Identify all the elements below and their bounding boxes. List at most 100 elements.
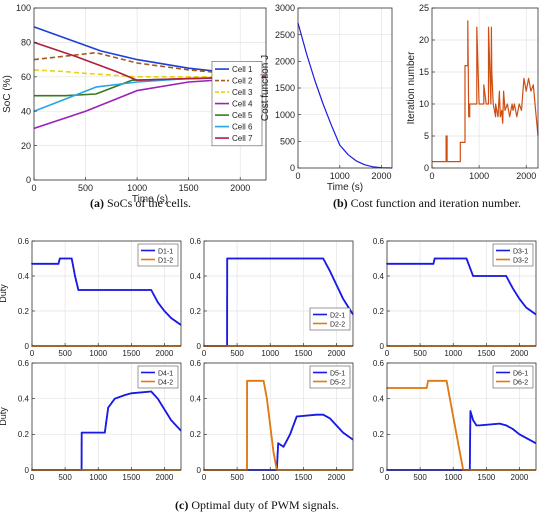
data-point bbox=[326, 265, 329, 268]
data-point bbox=[432, 262, 435, 265]
y-tick-label: 1500 bbox=[275, 83, 295, 93]
axes-frame bbox=[203, 240, 354, 347]
data-point bbox=[288, 435, 290, 438]
y-tick-label: 0.2 bbox=[18, 430, 30, 439]
data-point bbox=[283, 443, 286, 446]
data-point bbox=[268, 415, 270, 418]
data-point bbox=[246, 442, 249, 445]
data-point bbox=[101, 289, 104, 291]
data-point bbox=[470, 412, 472, 415]
data-point bbox=[226, 293, 229, 296]
data-point bbox=[509, 426, 512, 429]
data-point bbox=[469, 444, 471, 446]
data-point bbox=[84, 289, 86, 291]
data-point bbox=[276, 462, 279, 465]
data-point bbox=[500, 423, 503, 426]
y-tick-label: 0.4 bbox=[190, 394, 202, 403]
data-point bbox=[459, 453, 462, 456]
data-point bbox=[72, 268, 75, 271]
data-point bbox=[176, 426, 179, 429]
data-point bbox=[86, 289, 89, 291]
data-point bbox=[58, 260, 61, 262]
data-point bbox=[326, 416, 329, 418]
data-point bbox=[166, 412, 169, 415]
data-point bbox=[233, 257, 235, 260]
y-tick-label: 0 bbox=[290, 163, 295, 173]
data-point bbox=[403, 262, 406, 265]
axes-frame bbox=[386, 240, 537, 347]
data-point bbox=[341, 295, 343, 298]
y-tick-label: 20 bbox=[21, 141, 31, 151]
data-point bbox=[503, 423, 505, 426]
data-point bbox=[112, 289, 115, 291]
data-point bbox=[295, 417, 297, 420]
series-line-iter-0 bbox=[432, 20, 539, 163]
data-point bbox=[246, 453, 249, 456]
data-point bbox=[287, 437, 289, 440]
data-point bbox=[451, 257, 454, 260]
data-point bbox=[309, 257, 311, 260]
data-point bbox=[292, 424, 295, 427]
y-tick-label: 3000 bbox=[275, 3, 295, 13]
data-point bbox=[171, 421, 174, 423]
data-point bbox=[92, 289, 95, 291]
data-point bbox=[170, 317, 173, 319]
data-point bbox=[226, 311, 229, 314]
data-point bbox=[469, 437, 471, 440]
data-point bbox=[332, 421, 334, 423]
x-axis-label: Time (s) bbox=[327, 182, 363, 193]
data-point bbox=[246, 449, 249, 451]
data-point bbox=[453, 420, 455, 422]
data-point bbox=[509, 283, 512, 286]
data-point bbox=[226, 262, 229, 264]
x-tick-label: 500 bbox=[58, 349, 72, 358]
data-point bbox=[278, 257, 280, 260]
data-point bbox=[494, 423, 497, 425]
data-point bbox=[282, 445, 285, 448]
x-tick-label: 500 bbox=[58, 473, 72, 482]
data-point bbox=[152, 392, 154, 395]
chart-soc: 0 500 1000 1500 2000 0 20 40 60 80 100 Time (s) SoC … bbox=[2, 3, 267, 205]
data-point bbox=[263, 384, 266, 387]
data-point bbox=[478, 275, 481, 277]
data-point bbox=[399, 387, 402, 389]
x-tick-label: 0 bbox=[385, 349, 390, 358]
data-point bbox=[108, 289, 111, 291]
legend-label: D5-2 bbox=[330, 380, 345, 387]
data-point bbox=[246, 382, 249, 384]
data-point bbox=[226, 277, 229, 280]
data-point bbox=[271, 444, 274, 447]
x-tick-label: 1000 bbox=[127, 183, 147, 193]
data-point bbox=[48, 262, 51, 265]
data-point bbox=[226, 340, 229, 343]
data-point bbox=[74, 277, 77, 280]
data-point bbox=[264, 257, 267, 260]
data-point bbox=[330, 419, 333, 421]
data-point bbox=[269, 257, 272, 260]
data-point bbox=[421, 262, 424, 265]
data-point bbox=[340, 429, 343, 432]
data-point bbox=[87, 431, 90, 434]
data-point bbox=[527, 308, 529, 310]
data-point bbox=[123, 289, 126, 291]
data-point bbox=[73, 270, 76, 273]
data-point bbox=[246, 451, 249, 454]
data-point bbox=[77, 289, 80, 291]
data-point bbox=[275, 257, 278, 260]
data-point bbox=[421, 387, 424, 389]
data-point bbox=[118, 396, 121, 398]
data-point bbox=[164, 410, 167, 413]
data-point bbox=[80, 433, 83, 436]
caption-c-text: Optimal duty of PWM signals. bbox=[191, 498, 339, 512]
legend-label: D5-1 bbox=[330, 371, 345, 378]
data-point bbox=[339, 291, 342, 294]
data-point bbox=[295, 257, 298, 260]
data-point bbox=[74, 275, 76, 277]
data-point bbox=[410, 387, 413, 389]
data-point bbox=[269, 424, 272, 427]
data-point bbox=[347, 305, 349, 308]
x-tick-label: 1000 bbox=[89, 473, 107, 482]
data-point bbox=[276, 449, 279, 451]
x-axis-label: Time (s) bbox=[132, 194, 168, 205]
data-point bbox=[496, 422, 499, 425]
